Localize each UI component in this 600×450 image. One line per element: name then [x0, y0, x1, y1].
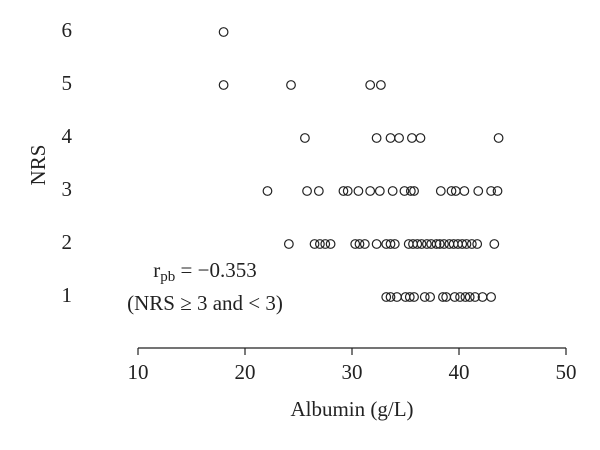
x-tick-label: 30 — [342, 360, 363, 384]
point — [394, 133, 404, 143]
x-tick-label: 40 — [449, 360, 470, 384]
point — [470, 292, 480, 302]
point — [385, 239, 396, 249]
x-axis-label: Albumin (g/L) — [290, 397, 413, 421]
point — [489, 239, 500, 249]
y-tick-label: 6 — [62, 18, 73, 42]
point — [412, 239, 423, 249]
point — [472, 239, 483, 249]
annotation-subscript: pb — [160, 269, 175, 285]
point — [365, 186, 376, 196]
point — [325, 239, 336, 249]
point — [405, 186, 416, 196]
point — [439, 239, 449, 249]
annotation-note: (NRS ≥ 3 and < 3) — [127, 291, 283, 315]
point — [464, 292, 475, 302]
point — [409, 186, 419, 196]
x-tick-label: 10 — [128, 360, 149, 384]
point — [302, 186, 312, 196]
point — [387, 186, 398, 196]
point — [375, 80, 386, 90]
point — [338, 186, 349, 196]
annotation-symbol: r — [153, 258, 160, 282]
point — [486, 292, 497, 302]
x-tick-label: 50 — [556, 360, 577, 384]
point — [404, 292, 415, 302]
point — [446, 186, 457, 196]
point — [407, 133, 417, 143]
annotation-text: = −0.353 — [175, 258, 256, 282]
point — [385, 292, 396, 302]
point — [431, 239, 442, 249]
point — [449, 292, 460, 302]
point — [374, 186, 385, 196]
point — [350, 239, 361, 249]
point — [416, 239, 427, 249]
point — [419, 292, 430, 302]
point — [492, 186, 503, 196]
point — [286, 80, 296, 90]
point — [466, 239, 477, 249]
point — [457, 239, 468, 249]
point — [283, 239, 294, 249]
point — [434, 239, 445, 249]
point — [438, 292, 448, 302]
point — [486, 186, 497, 196]
y-tick-label: 3 — [62, 177, 73, 201]
point — [473, 186, 484, 196]
point — [365, 80, 376, 90]
point — [381, 292, 392, 302]
point — [309, 239, 320, 249]
point — [493, 133, 504, 143]
point — [371, 239, 382, 249]
point — [315, 239, 325, 249]
point — [313, 186, 324, 196]
point — [389, 239, 400, 249]
point — [262, 186, 273, 196]
point — [461, 239, 472, 249]
point — [342, 186, 353, 196]
y-tick-label: 1 — [62, 283, 73, 307]
point — [354, 239, 365, 249]
point — [359, 239, 370, 249]
annotation: rpb = −0.353 — [153, 258, 256, 286]
point — [435, 186, 446, 196]
point — [409, 292, 419, 302]
point — [399, 186, 410, 196]
point — [371, 133, 382, 143]
point — [300, 133, 310, 143]
y-tick-label: 2 — [62, 230, 73, 254]
point — [320, 239, 331, 249]
point — [455, 292, 465, 302]
y-tick-label: 5 — [62, 71, 73, 95]
point — [392, 292, 402, 302]
point — [459, 186, 470, 196]
y-axis-label: NRS — [26, 145, 50, 186]
x-tick-label: 20 — [235, 360, 256, 384]
point — [385, 133, 396, 143]
point — [422, 239, 432, 249]
point — [460, 292, 471, 302]
point — [425, 292, 436, 302]
point — [218, 27, 229, 37]
point — [353, 186, 364, 196]
point — [218, 80, 229, 90]
y-tick-label: 4 — [62, 124, 73, 148]
point — [415, 133, 426, 143]
